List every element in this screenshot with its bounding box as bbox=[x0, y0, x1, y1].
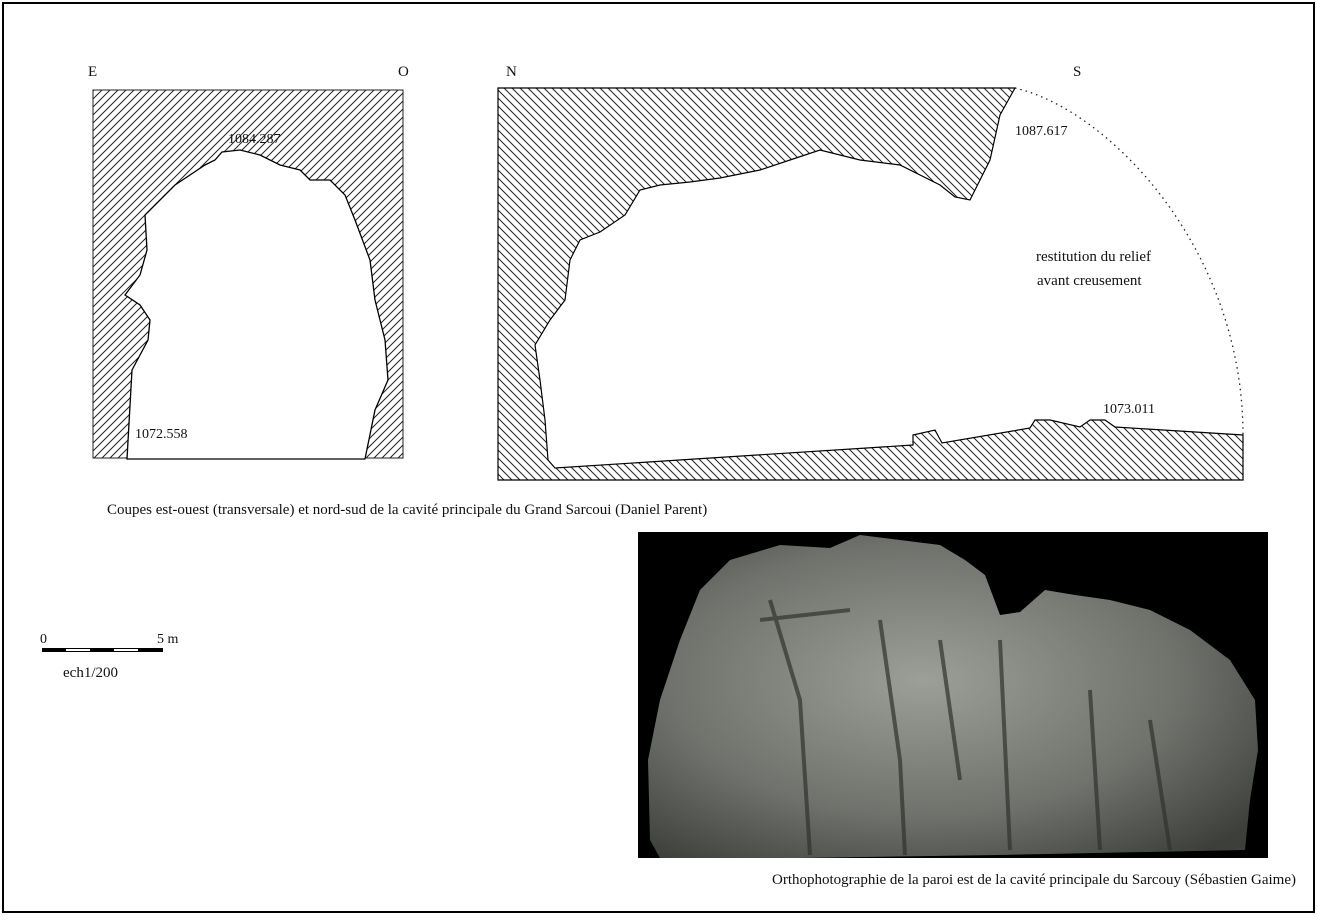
scale-bar bbox=[42, 648, 163, 652]
rock-cracks bbox=[759, 599, 1172, 856]
section-ew-cavity bbox=[124, 149, 389, 460]
note: restitution du relief bbox=[1036, 249, 1151, 265]
elevation-label: 1087.617 bbox=[1015, 124, 1068, 139]
scale-label: 5 m bbox=[157, 632, 179, 647]
restored-relief bbox=[1014, 87, 1244, 436]
elevation-label: 1072.558 bbox=[135, 427, 188, 442]
orientation-label: E bbox=[88, 64, 97, 80]
scale-label: ech1/200 bbox=[63, 665, 118, 681]
orientation-label: N bbox=[506, 64, 517, 80]
scale-bar bbox=[66, 649, 90, 651]
section-ns-rock bbox=[497, 87, 1244, 481]
elevation-label: 1084.287 bbox=[228, 132, 281, 147]
scale-label: 0 bbox=[40, 632, 47, 647]
note: avant creusement bbox=[1037, 273, 1142, 289]
orientation-label: O bbox=[398, 64, 409, 80]
caption: Coupes est-ouest (transversale) et nord-… bbox=[107, 502, 707, 518]
elevation-label: 1073.011 bbox=[1103, 402, 1155, 417]
caption: Orthophotographie de la paroi est de la … bbox=[772, 872, 1296, 888]
scale-bar bbox=[114, 649, 138, 651]
orientation-label: S bbox=[1073, 64, 1081, 80]
